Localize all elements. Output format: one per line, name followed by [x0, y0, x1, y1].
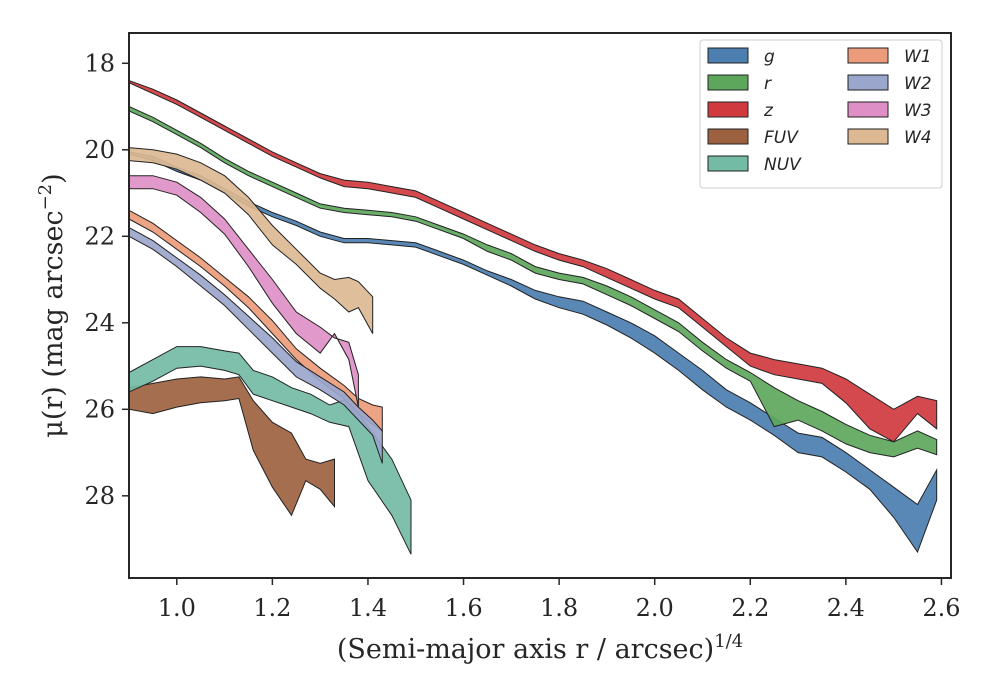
band-fuv: [129, 376, 335, 517]
band-r: [129, 105, 938, 458]
x-tick-label: 2.6: [922, 594, 960, 622]
legend-swatch-w3: [847, 101, 889, 118]
x-tick-label: 1.2: [253, 594, 291, 622]
band-w4: [129, 147, 374, 334]
legend-swatch-z: [707, 101, 749, 118]
band-w3: [129, 175, 359, 408]
x-tick-label: 1.4: [349, 594, 387, 622]
legend-swatch-nuv: [707, 155, 749, 172]
legend-swatch-w1: [847, 47, 889, 64]
y-axis: 18 20 22 24 26 28: [84, 49, 129, 510]
y-axis-label-main: μ(r) (mag arcsec: [38, 210, 69, 437]
y-axis-label-suffix: ): [38, 173, 69, 184]
legend-label-w2: W2: [904, 74, 932, 94]
y-tick-label: 20: [84, 136, 115, 164]
x-tick-label: 1.0: [158, 594, 196, 622]
legend: grz FUV NUV W1 W2 W3 W4: [699, 39, 943, 189]
x-axis: 1.0 1.2 1.4 1.6 1.8 2.0 2.2 2.4 2.6: [158, 578, 961, 622]
legend-swatch-fuv: [707, 128, 749, 145]
x-axis-label: (Semi-major axis r / arcsec)1/4: [337, 631, 743, 665]
legend-label-z: z: [763, 101, 774, 121]
x-tick-label: 2.0: [636, 594, 674, 622]
x-tick-label: 2.2: [731, 594, 769, 622]
x-tick-label: 2.4: [827, 594, 865, 622]
legend-swatch-g: [707, 47, 749, 64]
legend-swatch-w2: [847, 74, 889, 91]
y-tick-label: 22: [84, 222, 115, 250]
x-axis-label-exponent: 1/4: [714, 631, 743, 652]
legend-swatch-w4: [847, 128, 889, 145]
y-axis-label-exponent: −2: [35, 184, 56, 211]
y-axis-label: μ(r) (mag arcsec−2): [35, 173, 69, 437]
band-w2: [129, 227, 383, 464]
legend-label-w4: W4: [904, 128, 932, 148]
y-tick-label: 28: [84, 482, 115, 510]
y-tick-label: 24: [84, 309, 115, 337]
plot-frame: [128, 32, 952, 579]
y-tick-label: 18: [84, 49, 115, 77]
legend-label-w1: W1: [904, 47, 932, 67]
x-axis-label-text: (Semi-major axis r / arcsec): [337, 634, 714, 665]
legend-label-fuv: FUV: [764, 128, 799, 148]
band-layer: [129, 80, 938, 555]
legend-label-g: g: [764, 47, 775, 67]
y-tick-label: 26: [84, 395, 115, 423]
legend-swatch-r: [707, 74, 749, 91]
legend-label-w3: W3: [904, 101, 932, 121]
band-nuv: [129, 346, 412, 555]
legend-label-r: r: [764, 74, 772, 94]
y-axis-label-text: μ(r) (mag arcsec−2): [35, 173, 69, 437]
x-tick-label: 1.6: [444, 594, 482, 622]
band-z: [129, 80, 938, 443]
band-g: [129, 151, 938, 554]
legend-label-nuv: NUV: [764, 155, 802, 175]
x-tick-label: 1.8: [540, 594, 578, 622]
